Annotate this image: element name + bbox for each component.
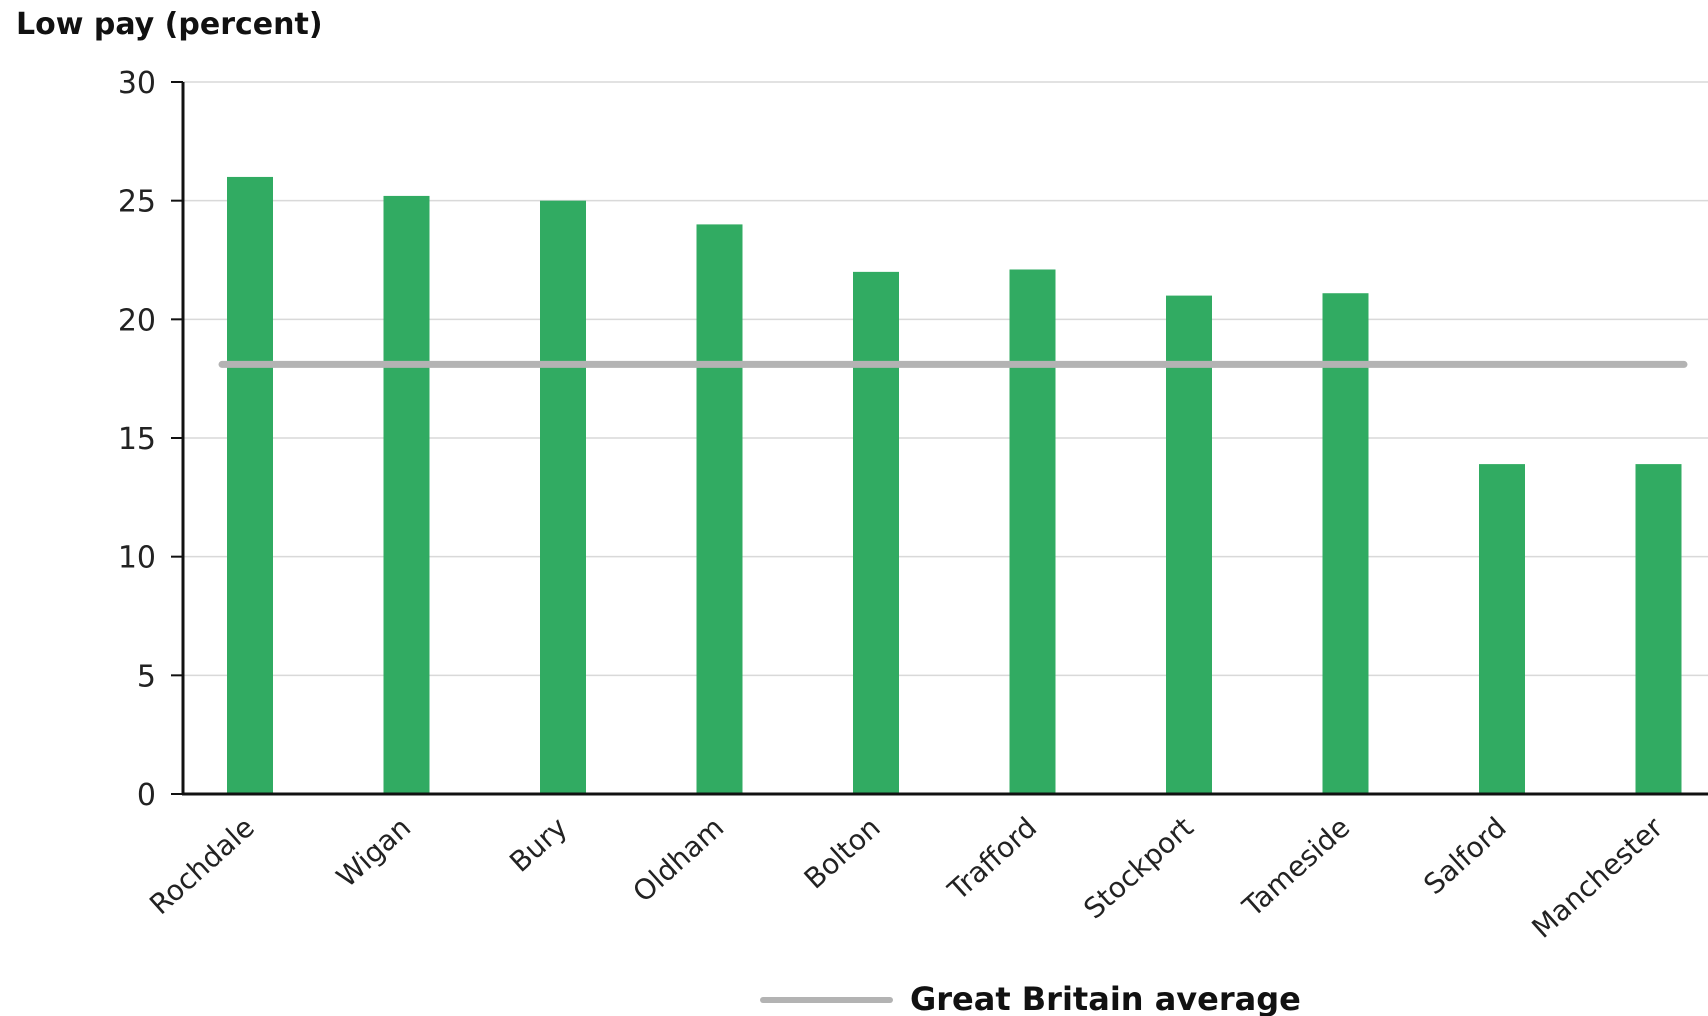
bar-trafford bbox=[1009, 269, 1056, 794]
x-tick-label-oldham: Oldham bbox=[627, 811, 731, 909]
x-tick-label-stockport: Stockport bbox=[1077, 811, 1199, 926]
y-tick-label-10: 10 bbox=[118, 541, 156, 576]
bar-salford bbox=[1479, 464, 1525, 794]
axes bbox=[181, 82, 1708, 796]
x-tick-label-trafford: Trafford bbox=[941, 811, 1043, 908]
x-tick-label-wigan: Wigan bbox=[330, 811, 417, 894]
x-tick-label-bury: Bury bbox=[503, 811, 573, 879]
x-tick-label-tameside: Tameside bbox=[1236, 811, 1357, 924]
y-tick-label-20: 20 bbox=[118, 303, 156, 338]
legend-label-great-britain-average: Great Britain average bbox=[910, 980, 1301, 1016]
y-tick-label-25: 25 bbox=[118, 185, 156, 220]
bar-wigan bbox=[383, 195, 430, 795]
bars bbox=[227, 176, 1682, 795]
y-tick-label-0: 0 bbox=[137, 778, 156, 813]
legend: Great Britain average bbox=[760, 980, 1301, 1016]
y-tick-label-15: 15 bbox=[118, 422, 156, 457]
x-tick-label-rochdale: Rochdale bbox=[143, 811, 261, 921]
y-tick-label-30: 30 bbox=[118, 66, 156, 101]
bar-tameside bbox=[1322, 293, 1369, 794]
y-axis-ticks: 0 5 10 15 20 25 30 bbox=[118, 66, 183, 813]
bar-bolton bbox=[853, 271, 899, 794]
y-axis-title: Low pay (percent) bbox=[16, 7, 323, 42]
x-axis-labels: Rochdale Wigan Bury Oldham Bolton Trafford Sto… bbox=[143, 810, 1669, 944]
bar-bury bbox=[540, 200, 586, 794]
y-tick-label-5: 5 bbox=[137, 659, 156, 694]
x-tick-label-bolton: Bolton bbox=[798, 811, 887, 896]
bar-stockport bbox=[1166, 295, 1212, 794]
bar-manchester bbox=[1635, 464, 1682, 794]
bar-rochdale bbox=[227, 176, 273, 794]
x-tick-label-manchester: Manchester bbox=[1525, 810, 1669, 944]
bar-oldham bbox=[696, 224, 743, 794]
gridlines bbox=[183, 81, 1708, 677]
x-tick-label-salford: Salford bbox=[1417, 811, 1512, 901]
